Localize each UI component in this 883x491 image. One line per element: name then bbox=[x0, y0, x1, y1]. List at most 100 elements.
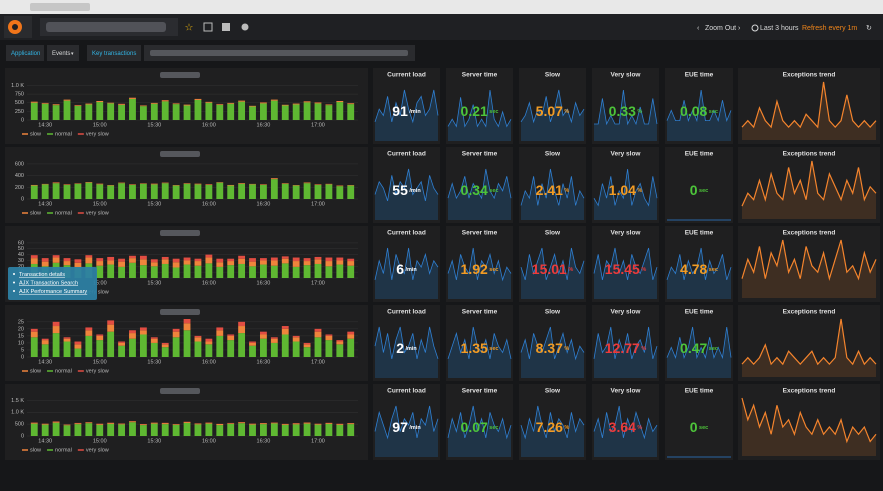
bar-segment bbox=[129, 338, 136, 357]
bar-segment bbox=[118, 424, 125, 436]
star-icon[interactable]: ☆ bbox=[185, 23, 194, 34]
bar-segment bbox=[292, 261, 300, 267]
stat-unit: % bbox=[564, 346, 569, 352]
bar-segment bbox=[194, 337, 202, 342]
tooltip-link[interactable]: Transaction details bbox=[19, 272, 65, 278]
bar-segment bbox=[150, 102, 158, 104]
bar-segment bbox=[41, 258, 49, 262]
x-tick-label: 17:00 bbox=[311, 280, 325, 286]
share-icon[interactable] bbox=[203, 22, 213, 32]
y-tick-label: 750 bbox=[15, 92, 24, 98]
exceptions-title: Exceptions trend bbox=[783, 151, 836, 158]
bar-segment bbox=[74, 105, 82, 106]
bar-segment bbox=[96, 335, 104, 341]
key-transactions-var[interactable] bbox=[87, 45, 141, 61]
stat-number: 0.21 bbox=[461, 103, 488, 119]
tooltip-link[interactable]: AJX Transaction Search bbox=[19, 280, 78, 286]
x-tick-label: 14:30 bbox=[38, 359, 52, 365]
stat-panel bbox=[665, 384, 733, 460]
bar-segment bbox=[63, 100, 71, 120]
bar-segment bbox=[107, 260, 115, 265]
settings-icon[interactable] bbox=[241, 23, 249, 31]
bar-segment bbox=[41, 338, 49, 341]
bar-segment bbox=[161, 347, 169, 357]
stat-value: 55/min bbox=[392, 182, 421, 198]
bar-segment bbox=[194, 98, 202, 100]
bar-segment bbox=[85, 257, 93, 264]
bar-segment bbox=[336, 102, 344, 120]
stat-value: 3.64% bbox=[609, 419, 643, 435]
stat-unit: /min bbox=[409, 425, 421, 431]
bar-segment bbox=[161, 342, 169, 345]
bar-segment bbox=[30, 258, 38, 264]
save-icon[interactable] bbox=[222, 23, 230, 31]
x-tick-label: 15:30 bbox=[147, 122, 161, 128]
bar-segment bbox=[63, 424, 71, 426]
bar-segment bbox=[227, 334, 235, 336]
sparkline bbox=[520, 405, 585, 440]
bar-segment bbox=[260, 184, 267, 185]
stat-title: Server time bbox=[462, 388, 498, 395]
x-tick-label: 17:00 bbox=[311, 359, 325, 365]
bar-segment bbox=[347, 103, 355, 105]
events-var[interactable] bbox=[47, 45, 79, 61]
bar-segment bbox=[118, 258, 125, 262]
application-var[interactable] bbox=[6, 45, 44, 61]
stat-title: Current load bbox=[387, 72, 426, 79]
tooltip-link[interactable]: AJX Performance Summary bbox=[19, 289, 87, 295]
bar-segment bbox=[96, 261, 104, 266]
bar-segment bbox=[205, 184, 213, 199]
stat-number: 97 bbox=[392, 419, 408, 435]
stat-unit: % bbox=[637, 425, 642, 431]
bar-segment bbox=[161, 424, 169, 436]
zoom-out[interactable]: Zoom Out bbox=[705, 25, 736, 32]
bar-segment bbox=[172, 337, 180, 357]
sparkline bbox=[666, 326, 732, 360]
stat-number: 1.92 bbox=[461, 261, 488, 277]
exceptions-panel bbox=[738, 305, 880, 381]
bar-segment bbox=[270, 422, 278, 424]
stat-value: 0.47 sec bbox=[680, 340, 718, 356]
stat-title: Very slow bbox=[611, 309, 642, 316]
stat-title: EUE time bbox=[685, 309, 714, 316]
bar-segment bbox=[281, 424, 289, 425]
bar-segment bbox=[129, 333, 136, 339]
stat-title: Slow bbox=[545, 72, 561, 79]
bar-segment bbox=[63, 338, 71, 342]
bar-segment bbox=[336, 424, 344, 436]
time-range[interactable]: Last 3 hours bbox=[760, 25, 799, 32]
bar-segment bbox=[281, 105, 289, 120]
zoom-prev[interactable]: ‹ bbox=[697, 25, 700, 32]
bar-segment bbox=[96, 258, 104, 262]
bar-segment bbox=[303, 344, 311, 348]
zoom-next[interactable]: › bbox=[738, 25, 741, 32]
x-tick-label: 15:30 bbox=[147, 201, 161, 207]
bar-segment bbox=[303, 101, 311, 103]
refresh-interval[interactable]: Refresh every 1m bbox=[802, 25, 857, 32]
bar-segment bbox=[96, 102, 104, 120]
stat-value: 15.01% bbox=[532, 261, 574, 277]
exceptions-title: Exceptions trend bbox=[783, 230, 836, 237]
bar-segment bbox=[249, 342, 256, 346]
bar-segment bbox=[238, 422, 246, 424]
exceptions-area bbox=[742, 82, 876, 140]
bar-segment bbox=[150, 262, 158, 267]
stat-unit: sec bbox=[709, 346, 718, 352]
stat-title: EUE time bbox=[685, 72, 714, 79]
bar-segment bbox=[107, 331, 115, 357]
stat-number: 15.01 bbox=[532, 261, 567, 277]
stat-unit: sec bbox=[489, 188, 498, 194]
bar-segment bbox=[260, 258, 267, 261]
refresh-icon[interactable]: ↻ bbox=[866, 25, 872, 32]
bar-segment bbox=[270, 178, 278, 180]
bar-segment bbox=[238, 263, 246, 278]
sparkline bbox=[520, 247, 585, 281]
bar-segment bbox=[63, 258, 71, 262]
bar-segment bbox=[292, 103, 300, 105]
stat-value: 4.78 sec bbox=[680, 261, 718, 277]
bar-segment bbox=[172, 328, 180, 332]
sparkline bbox=[447, 168, 512, 200]
x-tick-label: 15:30 bbox=[147, 280, 161, 286]
bar-segment bbox=[41, 261, 49, 267]
